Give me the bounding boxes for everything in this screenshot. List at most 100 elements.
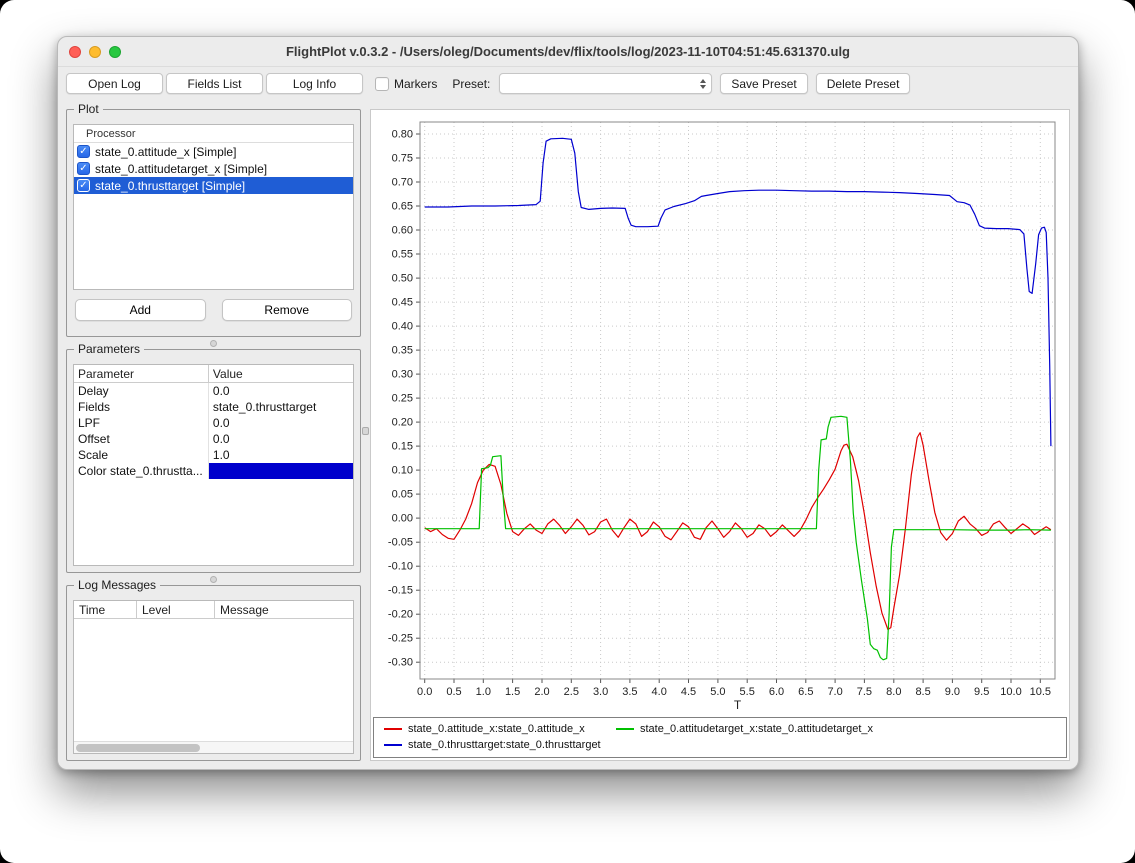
level-column-header[interactable]: Level	[136, 601, 214, 618]
svg-text:0.60: 0.60	[392, 225, 413, 237]
value-column-header[interactable]: Value	[207, 365, 353, 382]
svg-text:5.0: 5.0	[710, 686, 725, 698]
svg-text:3.5: 3.5	[622, 686, 637, 698]
svg-text:2.5: 2.5	[564, 686, 579, 698]
svg-text:0.75: 0.75	[392, 153, 413, 165]
window-title: FlightPlot v.0.3.2 - /Users/oleg/Documen…	[285, 44, 850, 59]
log-info-button[interactable]: Log Info	[266, 73, 363, 94]
plot-item-0-checkbox[interactable]: ✓	[77, 145, 90, 158]
splitter-handle-icon	[210, 339, 217, 347]
processor-column-header[interactable]: Processor	[74, 125, 353, 143]
param-row-delay[interactable]: Delay 0.0	[74, 383, 353, 399]
plot-item-2[interactable]: ✓ state_0.thrusttarget [Simple]	[74, 177, 353, 194]
minimize-window-button[interactable]	[89, 45, 101, 58]
svg-text:-0.05: -0.05	[388, 537, 413, 549]
plot-item-2-checkbox[interactable]: ✓	[77, 179, 90, 192]
svg-text:9.5: 9.5	[974, 686, 989, 698]
plot-item-1[interactable]: ✓ state_0.attitudetarget_x [Simple]	[74, 160, 353, 177]
svg-text:8.0: 8.0	[886, 686, 901, 698]
plot-item-1-label: state_0.attitudetarget_x [Simple]	[95, 161, 268, 176]
svg-text:4.5: 4.5	[681, 686, 696, 698]
window-titlebar[interactable]: FlightPlot v.0.3.2 - /Users/oleg/Documen…	[58, 37, 1078, 67]
param-row-scale[interactable]: Scale 1.0	[74, 447, 353, 463]
delete-preset-button[interactable]: Delete Preset	[815, 73, 911, 94]
svg-text:-0.10: -0.10	[388, 561, 413, 573]
left-panel: Plot Processor ✓ state_0.attitude_x [Sim…	[66, 101, 361, 761]
param-value[interactable]: 0.0	[207, 431, 353, 447]
zoom-window-button[interactable]	[109, 45, 121, 58]
svg-text:0.45: 0.45	[392, 297, 413, 309]
plot-item-1-checkbox[interactable]: ✓	[77, 162, 90, 175]
horizontal-splitter[interactable]	[66, 573, 361, 585]
svg-text:0.05: 0.05	[392, 489, 413, 501]
save-preset-button[interactable]: Save Preset	[720, 73, 808, 94]
param-row-lpf[interactable]: LPF 0.0	[74, 415, 353, 431]
markers-checkbox[interactable]	[375, 76, 389, 91]
param-name: Offset	[78, 432, 110, 446]
toolbar: Open Log Fields List Log Info Markers Pr…	[58, 67, 1078, 99]
param-value[interactable]: 0.0	[207, 415, 353, 431]
traffic-lights	[69, 37, 121, 66]
svg-text:10.5: 10.5	[1030, 686, 1051, 698]
log-messages-horizontal-scrollbar[interactable]	[74, 741, 353, 753]
param-value[interactable]: 1.0	[207, 447, 353, 463]
svg-text:2.0: 2.0	[534, 686, 549, 698]
horizontal-splitter[interactable]	[66, 337, 361, 349]
color-swatch[interactable]	[208, 463, 353, 479]
close-window-button[interactable]	[69, 45, 81, 58]
preset-label: Preset:	[452, 76, 491, 91]
log-messages-header: Time Level Message	[74, 601, 353, 619]
preset-combobox[interactable]	[499, 73, 713, 94]
splitter-grab-icon	[362, 427, 369, 435]
svg-text:4.0: 4.0	[652, 686, 667, 698]
svg-text:0.15: 0.15	[392, 441, 413, 453]
param-row-color[interactable]: Color state_0.thrustta...	[74, 463, 353, 479]
parameter-column-header[interactable]: Parameter	[78, 366, 135, 381]
param-value[interactable]: 0.0	[207, 383, 353, 399]
svg-text:1.0: 1.0	[476, 686, 491, 698]
svg-text:0.80: 0.80	[392, 129, 413, 141]
param-row-offset[interactable]: Offset 0.0	[74, 431, 353, 447]
svg-text:T: T	[734, 698, 742, 712]
param-value[interactable]: state_0.thrusttarget	[207, 399, 353, 415]
remove-button[interactable]: Remove	[221, 299, 352, 321]
param-name: Delay	[78, 384, 109, 398]
log-messages-group-title: Log Messages	[74, 578, 161, 593]
message-column-header[interactable]: Message	[214, 601, 353, 618]
parameters-table: Parameter Value Delay 0.0 Fields state_0…	[73, 364, 354, 566]
svg-text:0.25: 0.25	[392, 393, 413, 405]
time-column-header[interactable]: Time	[79, 602, 106, 617]
chart-legend: state_0.attitude_x:state_0.attitude_x st…	[373, 717, 1067, 758]
svg-text:0.00: 0.00	[392, 513, 413, 525]
param-name: Fields	[78, 400, 111, 414]
svg-text:6.0: 6.0	[769, 686, 784, 698]
svg-text:0.30: 0.30	[392, 369, 413, 381]
scrollbar-thumb[interactable]	[76, 743, 200, 752]
svg-text:0.40: 0.40	[392, 321, 413, 333]
svg-text:7.5: 7.5	[857, 686, 872, 698]
param-name: Scale	[78, 448, 109, 462]
add-button[interactable]: Add	[75, 299, 206, 321]
svg-text:5.5: 5.5	[740, 686, 755, 698]
param-value[interactable]	[207, 463, 353, 479]
param-name: Color state_0.thrustta...	[78, 464, 203, 478]
svg-text:1.5: 1.5	[505, 686, 520, 698]
legend-item-attitude-x: state_0.attitude_x:state_0.attitude_x	[384, 723, 616, 735]
svg-text:0.20: 0.20	[392, 417, 413, 429]
svg-text:3.0: 3.0	[593, 686, 608, 698]
green-line-sample-icon	[616, 728, 634, 730]
blue-line-sample-icon	[384, 744, 402, 746]
legend-item-thrusttarget: state_0.thrusttarget:state_0.thrusttarge…	[384, 739, 616, 751]
param-row-fields[interactable]: Fields state_0.thrusttarget	[74, 399, 353, 415]
plot-group-title: Plot	[74, 102, 103, 117]
svg-text:10.0: 10.0	[1000, 686, 1021, 698]
main-area: Plot Processor ✓ state_0.attitude_x [Sim…	[58, 99, 1078, 769]
plot-item-0[interactable]: ✓ state_0.attitude_x [Simple]	[74, 143, 353, 160]
fields-list-button[interactable]: Fields List	[166, 73, 263, 94]
vertical-splitter[interactable]	[361, 101, 370, 761]
flight-data-chart[interactable]: 0.80 0.75 0.70 0.65 0.60 0.55 0.50 0.45 0.40 0.35…	[373, 112, 1067, 715]
open-log-button[interactable]: Open Log	[66, 73, 163, 94]
check-icon: ✓	[79, 145, 88, 157]
log-messages-table: Time Level Message	[73, 600, 354, 754]
chart-plot-area[interactable]: 0.80 0.75 0.70 0.65 0.60 0.55 0.50 0.45 0.40 0.35…	[373, 112, 1067, 715]
